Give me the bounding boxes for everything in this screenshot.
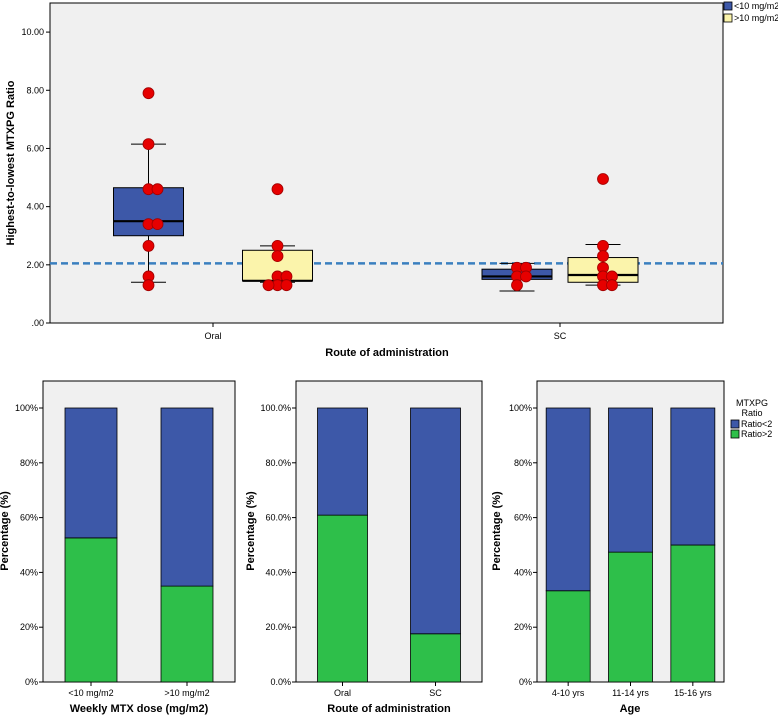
dose-y-axis-title: Percentage (%) (0, 491, 11, 571)
x-tick-label: Oral (334, 688, 351, 698)
legend-label-ratio-under2: Ratio<2 (741, 419, 772, 429)
x-tick-label: 11-14 yrs (612, 688, 649, 698)
bar-segment-ratio-under2 (608, 407, 653, 553)
x-tick-label: 4-10 yrs (552, 688, 585, 698)
data-point (271, 240, 284, 252)
box-sc-under10 (481, 261, 553, 292)
data-point (262, 279, 275, 292)
box-oral-over10 (242, 183, 313, 292)
data-point (142, 138, 155, 150)
data-point (511, 279, 523, 292)
legend-swatch-ratio-under2 (730, 419, 740, 429)
legend-swatch-under10 (723, 1, 733, 11)
y-tick-label: 40% (514, 567, 532, 577)
stacked-chart-dose: 100% 80% 60% 40% 20% 0% <10 mg/m2 >10 mg/m2 Per… (0, 380, 236, 715)
x-tick-label: 15-16 yrs (674, 688, 712, 698)
legend-label-ratio-over2: Ratio>2 (741, 429, 772, 439)
bar-segment-ratio-over2 (608, 551, 653, 683)
data-point (280, 279, 293, 292)
y-tick-label: 20% (20, 622, 38, 632)
bar-segment-ratio-under2 (545, 407, 591, 592)
y-tick-label: 80% (514, 458, 532, 468)
boxplot-x-axis-title: Route of administration (325, 347, 449, 359)
legend-swatch-ratio-over2 (730, 429, 740, 439)
data-point (271, 250, 284, 262)
data-point (597, 250, 609, 262)
legend-title-line1: MTXPG (736, 398, 768, 408)
data-point (520, 270, 532, 283)
y-tick-label: 80.0% (265, 458, 291, 468)
bar-segment-ratio-over2 (160, 585, 214, 683)
data-point (597, 240, 609, 252)
legend-label-under10: <10 mg/m2 (734, 1, 778, 11)
stacked-chart-age: 100% 80% 60% 40% 20% 0% 4-10 yrs 11-14 yrs 15-16… (491, 380, 772, 715)
y-tick-label: 100.0% (260, 403, 291, 413)
boxplot-legend: <10 mg/m2 >10 mg/m2 (723, 1, 778, 23)
data-point (142, 279, 155, 292)
y-tick-label: 20.0% (265, 622, 291, 632)
bar-segment-ratio-over2 (317, 514, 368, 683)
data-point (597, 173, 609, 185)
bar-segment-ratio-under2 (670, 407, 716, 546)
dose-x-axis-title: Weekly MTX dose (mg/m2) (70, 703, 209, 715)
y-tick-label: 40% (20, 567, 38, 577)
bar-segment-ratio-under2 (410, 407, 461, 635)
age-legend: MTXPG Ratio Ratio<2 Ratio>2 (730, 398, 772, 439)
stacked-chart-route: 100.0% 80.0% 60.0% 40.0% 20.0% 0.0% Oral SC Per… (245, 380, 483, 715)
y-tick-label: 80% (20, 458, 38, 468)
y-tick-label: 20% (514, 622, 532, 632)
boxplot-chart: 10.00 8.00 6.00 4.00 2.00 .00 Oral SC Highest-… (5, 1, 778, 359)
route-x-axis-title: Route of administration (327, 703, 451, 715)
box-sc-over10 (567, 173, 639, 292)
bar-segment-ratio-over2 (545, 590, 591, 683)
legend-title-line2: Ratio (741, 408, 762, 418)
x-tick-label: <10 mg/m2 (68, 688, 113, 698)
y-tick-label: 0.0% (270, 677, 291, 687)
bar-segment-ratio-over2 (410, 633, 461, 683)
age-x-axis-title: Age (620, 703, 641, 715)
y-tick-label: 0% (519, 677, 532, 687)
boxplot-y-axis-title: Highest-to-lowest MTXPG Ratio (5, 80, 17, 245)
y-tick-label: 0% (25, 677, 38, 687)
data-point (151, 183, 164, 196)
legend-swatch-over10 (723, 13, 733, 23)
bar-segment-ratio-under2 (64, 407, 118, 539)
y-tick-label: 40.0% (265, 567, 291, 577)
x-tick-label: SC (554, 331, 567, 341)
age-y-axis-title: Percentage (%) (491, 491, 503, 571)
bar-segment-ratio-under2 (160, 407, 214, 587)
y-tick-label: 8.00 (26, 85, 44, 95)
x-tick-label: Oral (204, 331, 221, 341)
y-tick-label: 2.00 (26, 260, 44, 270)
y-tick-label: 60% (514, 513, 532, 523)
data-point (606, 279, 618, 292)
legend-label-over10: >10 mg/m2 (734, 13, 778, 23)
data-point (142, 87, 155, 100)
data-point (151, 218, 164, 230)
data-point (271, 183, 284, 196)
y-tick-label: 6.00 (26, 143, 44, 153)
x-tick-label: SC (429, 688, 442, 698)
bar-segment-ratio-over2 (64, 537, 118, 683)
y-tick-label: 60% (20, 513, 38, 523)
y-tick-label: 10.00 (21, 27, 44, 37)
route-y-axis-title: Percentage (%) (245, 491, 257, 571)
y-tick-label: 4.00 (26, 202, 44, 212)
y-tick-label: 100% (509, 403, 532, 413)
bar-segment-ratio-under2 (317, 407, 368, 516)
y-tick-label: 100% (15, 403, 38, 413)
bar-segment-ratio-over2 (670, 544, 716, 683)
data-point (142, 240, 155, 252)
y-tick-label: 60.0% (265, 513, 291, 523)
x-tick-label: >10 mg/m2 (164, 688, 209, 698)
box-oral-under10 (113, 87, 184, 292)
y-tick-label: .00 (31, 318, 44, 328)
